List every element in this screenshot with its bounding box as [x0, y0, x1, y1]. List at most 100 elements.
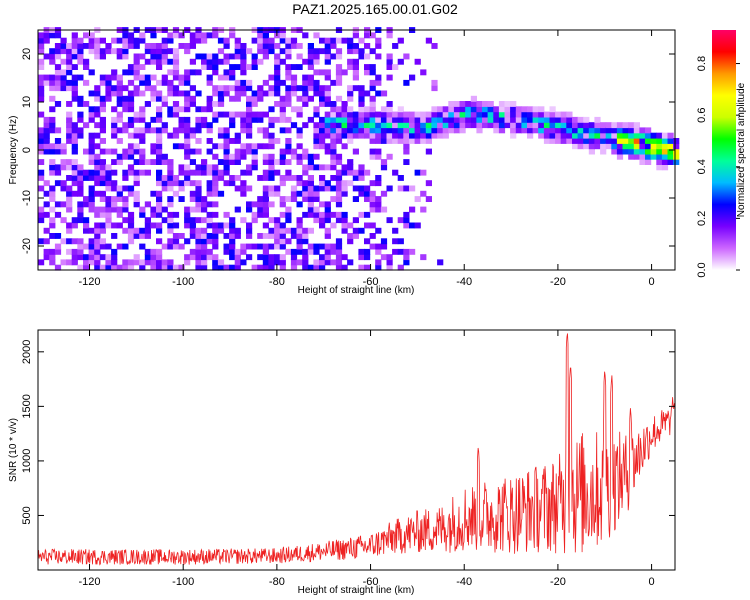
- heatmap-cell: [66, 58, 73, 65]
- heatmap-cell: [201, 116, 208, 123]
- heatmap-cell: [71, 37, 78, 44]
- heatmap-cell: [133, 74, 140, 81]
- heatmap-cell: [116, 116, 123, 123]
- heatmap-cell: [139, 127, 146, 134]
- heatmap-cell: [257, 85, 264, 92]
- heatmap-cell: [156, 211, 163, 218]
- heatmap-cell: [285, 95, 292, 102]
- heatmap-cell: [240, 64, 247, 70]
- heatmap-cell: [290, 248, 298, 255]
- heatmap-cell: [521, 111, 528, 118]
- heatmap-cell: [234, 227, 241, 234]
- heatmap-cell: [661, 153, 669, 160]
- heatmap-cell: [83, 58, 90, 65]
- heatmap-cell: [600, 143, 607, 150]
- heatmap-cell: [49, 259, 56, 266]
- heatmap-cell: [139, 74, 146, 81]
- heatmap-cell: [650, 153, 657, 160]
- heatmap-cell: [54, 233, 62, 239]
- heatmap-cell: [133, 175, 140, 181]
- heatmap-cell: [313, 248, 320, 255]
- heatmap-cell: [195, 201, 202, 208]
- heatmap-cell: [279, 116, 286, 123]
- heatmap-cell: [251, 90, 258, 97]
- heatmap-cell: [307, 79, 314, 86]
- heatmap-cell: [217, 159, 225, 165]
- heatmap-cell: [116, 79, 123, 86]
- heatmap-cell: [403, 111, 410, 118]
- heatmap-cell: [628, 153, 635, 160]
- heatmap-cell: [178, 180, 185, 187]
- heatmap-cell: [392, 248, 399, 255]
- heatmap-cell: [302, 122, 309, 129]
- heatmap-cell: [364, 106, 371, 113]
- heatmap-cell: [572, 122, 579, 129]
- heatmap-cell: [71, 248, 78, 255]
- heatmap-cell: [335, 175, 343, 181]
- heatmap-cell: [195, 37, 202, 44]
- heatmap-cell: [184, 116, 191, 123]
- heatmap-cell: [347, 111, 354, 118]
- heatmap-cell: [127, 222, 135, 229]
- heatmap-cell: [330, 111, 337, 118]
- heatmap-cell: [71, 259, 78, 266]
- heatmap-cell: [588, 138, 595, 144]
- heatmap-cell: [206, 101, 213, 107]
- heatmap-cell: [60, 180, 67, 187]
- heatmap-cell: [83, 259, 90, 266]
- heatmap-cell: [251, 95, 258, 102]
- heatmap-cell: [54, 79, 62, 86]
- heatmap-cell: [358, 175, 365, 181]
- heatmap-cell: [66, 116, 73, 123]
- heatmap-cell: [274, 85, 281, 92]
- heatmap-cell: [324, 58, 331, 65]
- heatmap-cell: [111, 222, 118, 229]
- heatmap-cell: [127, 79, 135, 86]
- heatmap-cell: [116, 185, 123, 192]
- heatmap-cell: [240, 185, 247, 192]
- heatmap-cell: [43, 190, 50, 197]
- heatmap-cell: [341, 264, 348, 271]
- heatmap-cell: [105, 196, 112, 202]
- heatmap-cell: [49, 222, 56, 229]
- heatmap-cell: [83, 217, 90, 224]
- heatmap-cell: [482, 106, 489, 113]
- heatmap-cell: [290, 37, 298, 44]
- snr-y-tick-label: 1500: [21, 394, 33, 418]
- heatmap-cell: [172, 233, 180, 239]
- heatmap-cell: [116, 90, 123, 97]
- heatmap-cell: [172, 132, 180, 139]
- heatmap-cell: [156, 227, 163, 234]
- heatmap-cell: [172, 238, 180, 245]
- heatmap-cell: [296, 227, 303, 234]
- heatmap-cell: [246, 254, 253, 261]
- heatmap-cell: [543, 138, 551, 144]
- heatmap-cell: [392, 238, 399, 245]
- heatmap-cell: [66, 101, 73, 107]
- heatmap-cell: [453, 101, 461, 107]
- heatmap-cell: [313, 206, 320, 213]
- heatmap-cell: [380, 190, 388, 197]
- heatmap-cell: [49, 95, 56, 102]
- heatmap-cell: [43, 248, 50, 255]
- heatmap-cell: [99, 211, 106, 218]
- heatmap-cell: [144, 217, 151, 224]
- heatmap-cell: [83, 169, 90, 176]
- heatmap-cell: [105, 175, 112, 181]
- heatmap-cell: [296, 53, 303, 60]
- heatmap-cell: [274, 254, 281, 261]
- heatmap-cell: [38, 90, 45, 97]
- heatmap-cell: [111, 185, 118, 192]
- heatmap-cell: [240, 122, 247, 129]
- heatmap-cell: [77, 37, 84, 44]
- heatmap-cell: [347, 180, 354, 187]
- heatmap-cell: [375, 111, 382, 118]
- heatmap-cell: [161, 43, 168, 49]
- heatmap-cell: [577, 116, 584, 123]
- heatmap-cell: [223, 43, 230, 49]
- heatmap-y-tick-label: 20: [21, 48, 33, 60]
- heatmap-cell: [139, 106, 146, 113]
- heatmap-cell: [99, 138, 106, 144]
- heatmap-cell: [290, 259, 298, 266]
- heatmap-cell: [555, 122, 562, 129]
